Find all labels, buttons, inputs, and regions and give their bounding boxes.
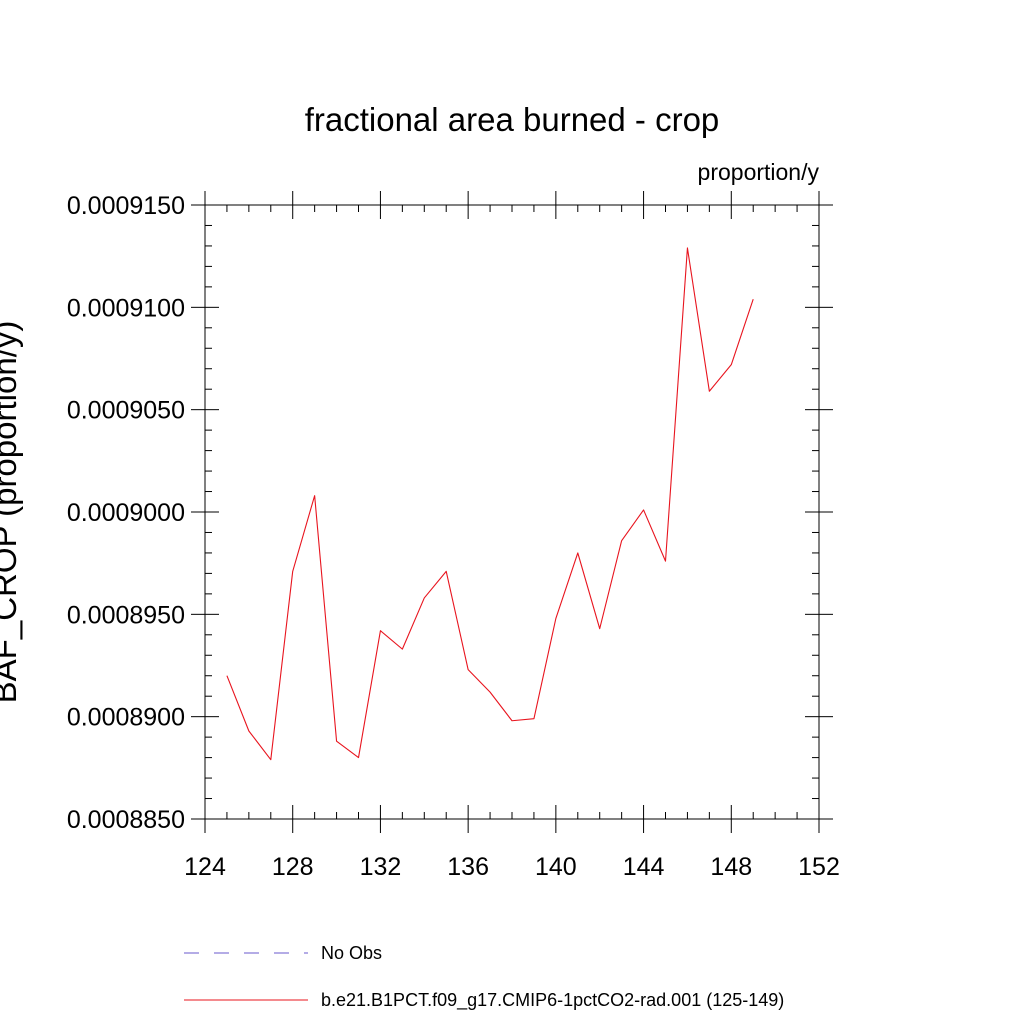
x-tick-label: 136 (447, 853, 489, 881)
chart-title: fractional area burned - crop (305, 101, 720, 138)
x-tick-label: 148 (710, 853, 752, 881)
legend: No Obs b.e21.B1PCT.f09_g17.CMIP6-1pctCO2… (184, 943, 784, 1011)
x-tick-label: 128 (272, 853, 314, 881)
x-tick-labels: 124 128 132 136 140 144 148 152 (184, 853, 840, 881)
y-tick-labels: 0.0008850 0.0008900 0.0008950 0.0009000 0.00… (67, 192, 185, 834)
y-tick-label: 0.0009150 (67, 192, 185, 220)
legend-label-no-obs: No Obs (321, 943, 382, 963)
x-tick-label: 152 (798, 853, 840, 881)
x-tick-label: 144 (623, 853, 665, 881)
y-tick-label: 0.0008850 (67, 806, 185, 834)
legend-label-model: b.e21.B1PCT.f09_g17.CMIP6-1pctCO2-rad.00… (321, 990, 784, 1011)
axis-ticks (191, 191, 833, 833)
x-tick-label: 140 (535, 853, 577, 881)
y-tick-label: 0.0009100 (67, 294, 185, 322)
y-tick-label: 0.0008950 (67, 601, 185, 629)
y-axis-label: BAF_CROP (proportion/y) (0, 321, 23, 704)
y-tick-label: 0.0008900 (67, 704, 185, 732)
y-tick-label: 0.0009000 (67, 499, 185, 527)
series-line (226, 247, 754, 761)
series-lines (226, 247, 754, 761)
x-tick-label: 124 (184, 853, 226, 881)
units-label: proportion/y (698, 159, 820, 185)
y-tick-label: 0.0009050 (67, 397, 185, 425)
plot-frame (204, 204, 820, 820)
x-tick-label: 132 (360, 853, 402, 881)
